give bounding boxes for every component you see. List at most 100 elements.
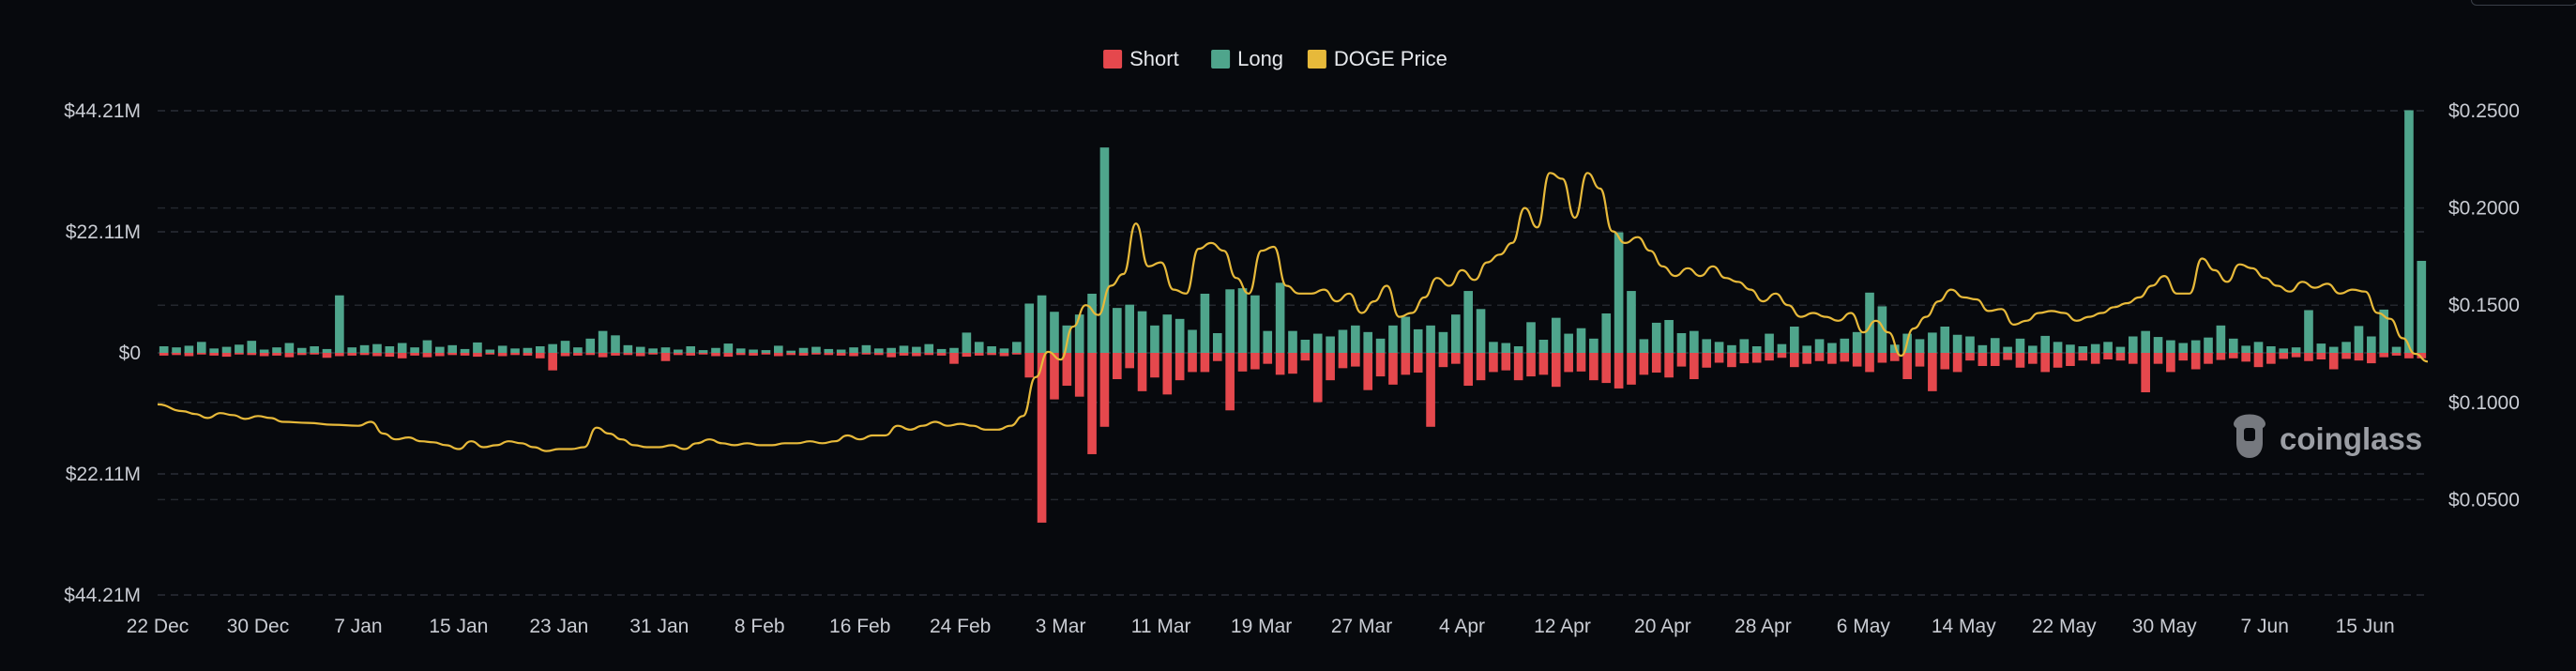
long-bar <box>849 347 858 353</box>
long-bar <box>974 342 984 353</box>
long-bar <box>485 349 495 353</box>
short-bar <box>560 353 570 357</box>
long-bar <box>2015 338 2025 353</box>
long-bar <box>1915 339 1925 353</box>
short-bar <box>1125 353 1135 369</box>
long-bar <box>1024 303 1035 353</box>
long-bar <box>1501 343 1511 353</box>
long-bar <box>447 344 458 353</box>
short-bar <box>296 353 307 356</box>
long-bar <box>1476 309 1486 353</box>
short-bar <box>1915 353 1925 367</box>
long-bar <box>2216 325 2226 353</box>
long-bar <box>1551 317 1561 353</box>
short-bar <box>2166 353 2175 373</box>
long-bar <box>987 345 996 353</box>
long-bar <box>2066 344 2075 353</box>
long-bar <box>1952 334 1962 353</box>
long-bar <box>1614 232 1624 353</box>
short-bar <box>159 353 169 356</box>
short-bar <box>1751 353 1762 363</box>
long-bar <box>2115 346 2126 353</box>
long-bar <box>749 349 758 353</box>
long-bar <box>774 345 783 353</box>
long-bar <box>2316 343 2326 353</box>
long-bar <box>259 349 269 353</box>
short-bar <box>322 353 332 358</box>
long-bar <box>497 345 508 353</box>
short-bar <box>2216 353 2226 360</box>
doge-price-line <box>157 172 2429 452</box>
short-bar <box>1727 353 1736 368</box>
short-bar <box>924 353 934 356</box>
long-bar <box>1676 332 1687 353</box>
short-bar <box>1765 353 1774 361</box>
long-bar <box>1087 293 1097 353</box>
short-bar <box>1450 353 1461 364</box>
left-tick-label: $22.11M <box>66 464 141 485</box>
long-bar <box>936 348 947 353</box>
long-bar <box>798 347 809 353</box>
short-bar <box>962 353 972 358</box>
long-bar <box>949 347 959 353</box>
long-bar <box>2304 310 2313 353</box>
long-bar <box>1714 342 1724 353</box>
long-bar <box>1162 314 1173 353</box>
left-axis: $44.21M $22.11M $0 $22.11M $44.21M <box>64 100 141 606</box>
long-bar <box>397 343 407 353</box>
short-bar <box>1702 353 1712 368</box>
short-bar <box>936 353 947 356</box>
left-tick-label: $0 <box>119 343 141 364</box>
short-bar <box>410 353 419 356</box>
short-bar <box>2341 353 2351 359</box>
long-bar <box>2090 343 2100 353</box>
short-bar <box>1050 353 1059 400</box>
long-bar <box>1450 314 1461 353</box>
short-bar <box>1840 353 1850 362</box>
long-bar <box>310 345 319 353</box>
corner-button[interactable] <box>2471 0 2576 6</box>
legend-swatch <box>1103 50 1123 69</box>
long-bar <box>811 346 821 353</box>
short-bar <box>2391 353 2402 356</box>
short-bar <box>1902 353 1912 380</box>
x-tick-label: 14 May <box>1932 616 1996 637</box>
long-bar <box>1727 344 1736 353</box>
long-bar <box>1564 333 1573 353</box>
short-bar <box>2141 353 2150 393</box>
short-bar <box>2328 353 2339 370</box>
x-tick-label: 19 Mar <box>1231 616 1292 637</box>
long-bar <box>1751 345 1762 353</box>
long-bar <box>209 348 219 353</box>
long-bar <box>674 349 683 353</box>
short-bar <box>761 353 771 355</box>
short-bar <box>359 353 370 356</box>
long-bar <box>1375 338 1386 353</box>
long-bar <box>1990 338 2000 353</box>
long-bar <box>2103 342 2113 353</box>
short-bar <box>1174 353 1185 381</box>
short-bar <box>2128 353 2138 364</box>
long-bar <box>1200 293 1210 353</box>
long-bar <box>347 347 357 353</box>
long-bar <box>159 345 169 353</box>
x-tick-label: 22 May <box>2032 616 2097 637</box>
long-bar <box>1977 344 1988 353</box>
short-bar <box>2178 353 2189 361</box>
long-bar <box>1664 319 1674 353</box>
x-axis: 22 Dec 30 Dec 7 Jan 15 Jan 23 Jan 31 Jan 8 Feb… <box>127 616 2395 637</box>
right-tick-label: $0.2000 <box>2448 198 2520 220</box>
left-tick-label: $22.11M <box>66 221 141 243</box>
short-bar <box>2316 353 2326 360</box>
long-bar <box>1526 322 1536 353</box>
long-bar <box>1074 314 1084 353</box>
short-bar <box>1551 353 1561 388</box>
long-bar <box>1940 326 1950 353</box>
short-bar <box>284 353 295 358</box>
long-bar <box>886 347 896 353</box>
short-bar <box>723 353 734 358</box>
short-bar <box>1024 353 1035 378</box>
short-bar <box>1225 353 1235 411</box>
logo-window <box>2244 428 2255 441</box>
